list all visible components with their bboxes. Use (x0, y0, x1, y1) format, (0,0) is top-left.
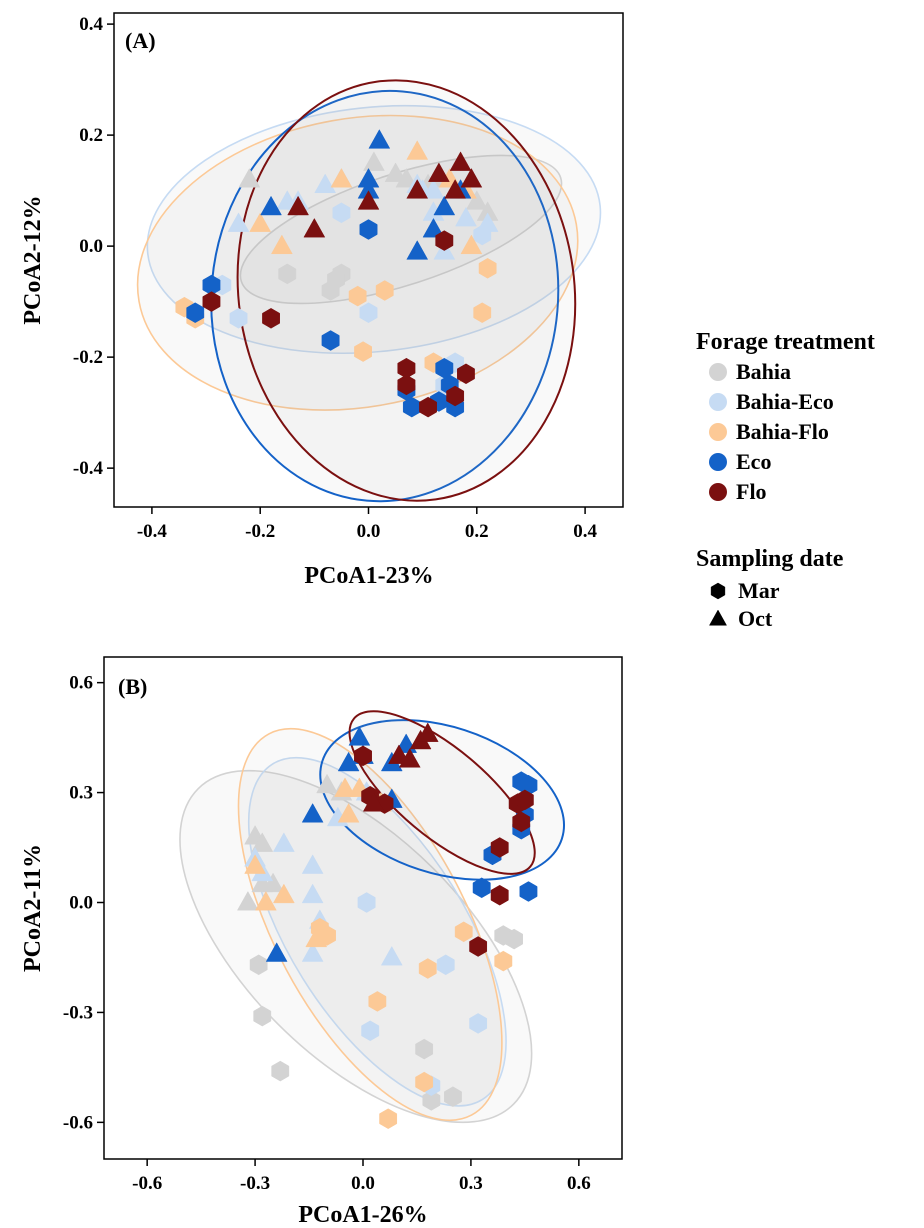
panel-a-y-tick-label: -0.2 (73, 347, 103, 368)
legend-date-items: Mar Oct (709, 578, 779, 631)
legend-treatment-title: Forage treatment (696, 329, 875, 355)
panel-a-x-tick-label: 0.4 (573, 521, 597, 542)
legend-label-flo: Flo (736, 479, 767, 504)
panel-a-label: (A) (125, 28, 156, 53)
panel-b-x-tick-label: 0.0 (351, 1173, 375, 1194)
legend-label-bahia-flo: Bahia-Flo (736, 419, 829, 444)
panel-b-y-axis-label: PCoA2-11% (20, 844, 46, 972)
legend-treatment-items: Bahia Bahia-Eco Bahia-Flo Eco Flo (709, 359, 834, 504)
panel-b-x-tick-label: 0.6 (567, 1173, 591, 1194)
panel-a-x-tick-label: 0.0 (357, 521, 381, 542)
legend-marker-mar (711, 583, 725, 599)
panel-b-x-tick-label: -0.3 (240, 1173, 270, 1194)
panel-a-y-tick-label: 0.0 (79, 236, 103, 257)
panel-a-y-tick-label: 0.2 (79, 125, 103, 146)
legend-label-bahia-eco: Bahia-Eco (736, 389, 834, 414)
legend-swatch-flo (709, 483, 727, 501)
legend-label-oct: Oct (738, 606, 773, 631)
legend-swatch-bahia-eco (709, 393, 727, 411)
panel-a-y-axis-label: PCoA2-12% (20, 195, 46, 324)
legend-label-mar: Mar (738, 578, 780, 603)
panel-b-y-tick-label: 0.6 (69, 673, 93, 694)
panel-a-x-tick-label: -0.2 (245, 521, 275, 542)
legend-label-bahia: Bahia (736, 359, 791, 384)
legend-swatch-bahia (709, 363, 727, 381)
panel-b-x-axis-label: PCoA1-26% (298, 1202, 427, 1228)
panel-b-label: (B) (118, 674, 147, 699)
panel-a-x-axis-label: PCoA1-23% (304, 563, 433, 589)
panel-b-y-tick-label: 0.3 (69, 783, 93, 804)
legend-marker-oct (709, 610, 726, 625)
panel-b-x-tick-label: 0.3 (459, 1173, 483, 1194)
legend: Forage treatment Bahia Bahia-Eco Bahia-Flo… (696, 329, 875, 631)
panel-a-y-tick-label: -0.4 (73, 458, 104, 479)
panel-b-x-tick-label: -0.6 (132, 1173, 162, 1194)
panel-a-x-tick-label: -0.4 (137, 521, 168, 542)
panel-b-y-tick-label: -0.3 (63, 1002, 93, 1023)
panel-a-x-tick-label: 0.2 (465, 521, 489, 542)
legend-swatch-eco (709, 453, 727, 471)
panel-a: -0.4 -0.2 0.0 0.2 0.4 -0.4 -0.2 0.0 0.2 0.4 (A) P… (20, 13, 623, 589)
legend-date-title: Sampling date (696, 546, 844, 572)
panel-a-y-tick-label: 0.4 (79, 14, 103, 35)
legend-swatch-bahia-flo (709, 423, 727, 441)
panel-b-y-tick-label: -0.6 (63, 1112, 93, 1133)
legend-label-eco: Eco (736, 449, 771, 474)
panel-b-y-tick-label: 0.0 (69, 893, 93, 914)
panel-b: -0.6 -0.3 0.0 0.3 0.6 -0.6 -0.3 0.0 0.3 0.6 (B) P… (20, 657, 622, 1228)
